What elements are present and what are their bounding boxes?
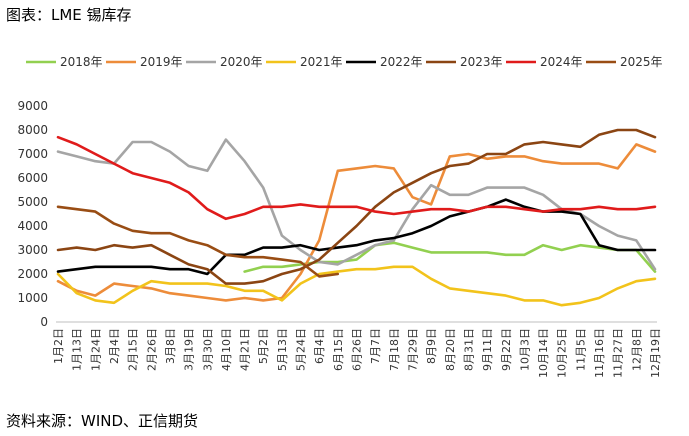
chart-title: 图表：LME 锡库存 — [6, 6, 132, 24]
legend-label: 2018年 — [60, 55, 103, 69]
x-tick-label: 11月27日 — [612, 328, 625, 378]
y-tick-label: 1000 — [17, 291, 48, 305]
x-axis: 1月2日 1月13日 1月24日 2月4日 2月15日 2月26日 3月8日 3月19日 3月3… — [52, 321, 662, 378]
series-line — [56, 205, 340, 278]
series-line — [56, 138, 657, 271]
x-tick-label: 6月4日 — [313, 328, 326, 364]
x-tick-label: 11月5日 — [574, 328, 587, 371]
series-line — [56, 128, 657, 285]
x-tick-label: 4月10日 — [220, 328, 233, 371]
x-tick-label: 6月26日 — [351, 328, 364, 371]
legend-label: 2019年 — [140, 55, 183, 69]
x-tick-label: 1月24日 — [89, 328, 102, 371]
x-tick-label: 12月8日 — [630, 328, 643, 371]
x-tick-label: 2月26日 — [145, 328, 158, 371]
x-tick-label: 9月11日 — [481, 328, 494, 371]
chart-legend: 2018年 2019年 2020年 2021年 2022年 2023年 2024年 2025年 — [26, 55, 663, 69]
x-tick-label: 2月15日 — [127, 328, 140, 371]
x-tick-label: 8月9日 — [425, 328, 438, 364]
y-tick-label: 0 — [40, 315, 48, 329]
x-tick-label: 11月16日 — [593, 328, 606, 378]
series-line — [56, 143, 657, 302]
x-tick-label: 10月14日 — [537, 328, 550, 378]
series-line — [56, 135, 657, 221]
series-line — [56, 265, 657, 307]
x-tick-label: 8月20日 — [444, 328, 457, 371]
x-tick-label: 6月15日 — [332, 328, 345, 371]
legend-label: 2022年 — [380, 55, 423, 69]
legend-label: 2025年 — [620, 55, 663, 69]
x-tick-label: 10月3日 — [518, 328, 531, 371]
x-tick-label: 7月18日 — [388, 328, 401, 371]
plot-area — [56, 128, 657, 307]
x-tick-label: 10月25日 — [556, 328, 569, 378]
x-tick-label: 3月19日 — [183, 328, 196, 371]
x-tick-label: 5月2日 — [257, 328, 270, 364]
source-note: 资料来源：WIND、正信期货 — [6, 412, 199, 430]
x-tick-label: 2月4日 — [108, 328, 121, 364]
y-tick-label: 6000 — [17, 171, 48, 185]
y-tick-label: 4000 — [17, 219, 48, 233]
x-tick-label: 7月7日 — [369, 328, 382, 364]
x-tick-label: 5月24日 — [295, 328, 308, 371]
x-tick-label: 8月31日 — [462, 328, 475, 371]
series-line — [56, 198, 657, 276]
x-tick-label: 9月22日 — [500, 328, 513, 371]
y-tick-label: 7000 — [17, 147, 48, 161]
x-tick-label: 4月21日 — [239, 328, 252, 371]
x-tick-label: 1月2日 — [52, 328, 65, 364]
x-tick-label: 5月13日 — [276, 328, 289, 371]
legend-label: 2023年 — [460, 55, 503, 69]
y-tick-label: 5000 — [17, 195, 48, 209]
legend-label: 2021年 — [300, 55, 343, 69]
y-tick-label: 2000 — [17, 267, 48, 281]
legend-label: 2020年 — [220, 55, 263, 69]
y-tick-label: 8000 — [17, 123, 48, 137]
y-tick-label: 9000 — [17, 99, 48, 113]
x-tick-label: 3月8日 — [164, 328, 177, 364]
x-tick-label: 12月19日 — [649, 328, 662, 378]
x-tick-label: 7月29日 — [406, 328, 419, 371]
x-tick-label: 3月30日 — [201, 328, 214, 371]
y-axis: 0 1000 2000 3000 4000 5000 6000 7000 8000 9000 — [17, 99, 48, 329]
y-tick-label: 3000 — [17, 243, 48, 257]
legend-label: 2024年 — [540, 55, 583, 69]
x-tick-label: 1月13日 — [71, 328, 84, 371]
